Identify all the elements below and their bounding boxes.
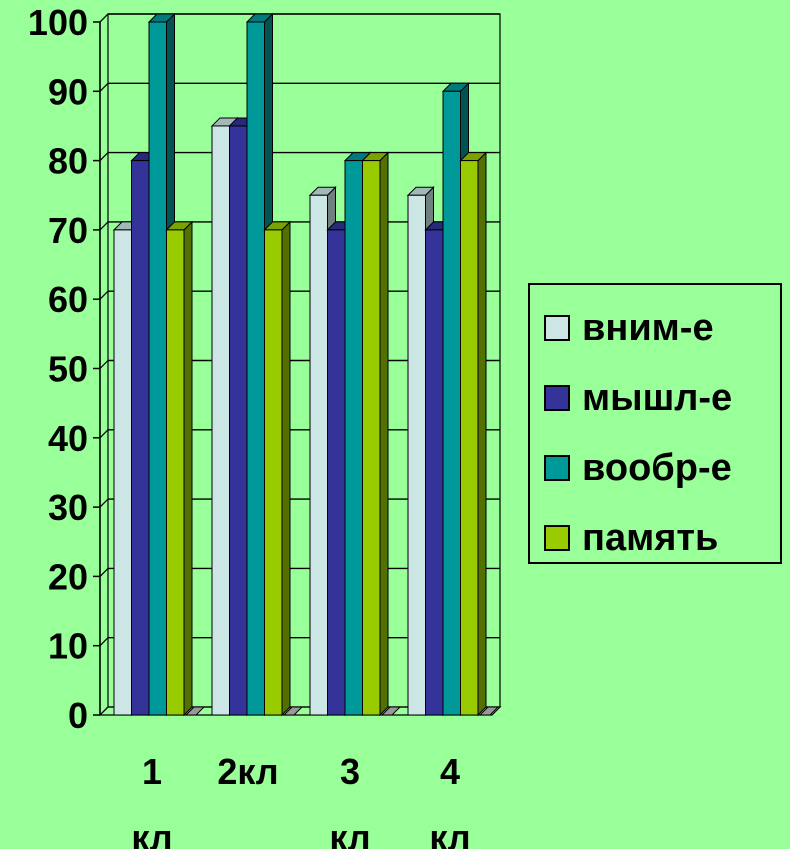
floor-slab: [282, 706, 304, 716]
gridline-depth: [99, 152, 109, 162]
x-category-label: 3: [340, 751, 360, 792]
bar: [148, 21, 167, 716]
x-category-label: кл: [329, 817, 370, 849]
legend-label-vnimanie: вним-е: [582, 307, 714, 349]
gridline-depth: [99, 429, 109, 439]
legend-item-pamyat: память: [544, 513, 718, 563]
legend-swatch-vnimanie: [544, 315, 570, 341]
bar: [327, 229, 346, 716]
bar: [264, 229, 283, 716]
bar: [344, 160, 363, 716]
gridline-depth: [99, 360, 109, 369]
legend-item-myshlenie: мышл-е: [544, 373, 732, 423]
floor-slab: [478, 706, 500, 716]
bar-side: [281, 220, 291, 717]
x-category-label: кл: [131, 817, 172, 849]
legend-item-vnimanie: вним-е: [544, 303, 714, 353]
y-tick-label: 90: [48, 71, 88, 112]
bar: [309, 194, 328, 716]
legend-label-pamyat: память: [582, 517, 719, 559]
legend-label-voobrazhenie: вообр-е: [582, 447, 732, 489]
gridline-depth: [99, 290, 109, 300]
x-category-label: 4: [440, 751, 460, 792]
bar: [113, 229, 132, 716]
bar-side: [183, 220, 193, 717]
bar: [362, 160, 381, 716]
y-tick-label: 0: [68, 695, 88, 736]
y-tick-label: 30: [48, 487, 88, 528]
chart-legend: вним-е мышл-е вообр-е память: [528, 283, 782, 564]
y-tick-label: 60: [48, 279, 88, 320]
x-category-label: 2кл: [217, 751, 278, 792]
gridline-depth: [99, 82, 109, 92]
y-tick-label: 20: [48, 556, 88, 597]
legend-swatch-myshlenie: [544, 385, 570, 411]
x-category-label: 1: [142, 751, 162, 792]
bar: [425, 229, 444, 716]
gridline-depth: [99, 567, 109, 577]
floor-slab: [380, 706, 402, 716]
floor-slab: [184, 706, 206, 716]
legend-swatch-voobrazhenie: [544, 455, 570, 481]
y-tick-label: 10: [48, 626, 88, 667]
x-category-label: кл: [429, 817, 470, 849]
bar-side: [477, 151, 487, 717]
legend-swatch-pamyat: [544, 525, 570, 551]
bar: [211, 125, 230, 716]
gridline-depth: [99, 637, 109, 647]
legend-item-voobrazhenie: вообр-е: [544, 443, 732, 493]
gridline-depth: [99, 221, 109, 231]
legend-label-myshlenie: мышл-е: [582, 377, 733, 419]
y-tick-label: 70: [48, 210, 88, 251]
bar: [442, 90, 461, 716]
y-tick-label: 80: [48, 141, 88, 182]
gridline-depth: [99, 498, 109, 508]
y-axis-top-depth: [99, 13, 109, 23]
bar: [166, 229, 185, 716]
y-tick-label: 50: [48, 349, 88, 390]
y-tick-label: 40: [48, 418, 88, 459]
bar: [229, 125, 248, 716]
bar: [131, 160, 150, 716]
bar-side: [379, 151, 389, 717]
bar: [460, 160, 479, 716]
bar: [246, 21, 265, 716]
bar: [407, 194, 426, 716]
y-tick-label: 100: [28, 2, 88, 43]
